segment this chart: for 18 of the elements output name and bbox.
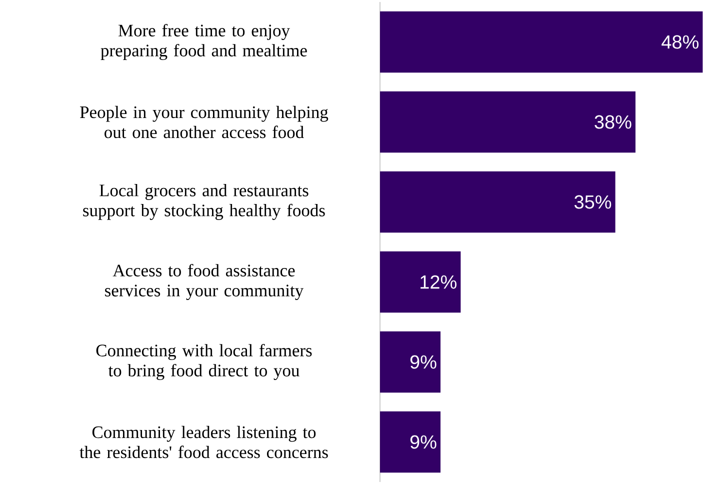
bar — [380, 91, 636, 153]
y-tick-label: Access to food assistance services in your community — [105, 264, 304, 300]
y-tick-label: More free time to enjoy preparing food and mealtime — [100, 24, 307, 60]
bar — [380, 11, 703, 73]
bar — [380, 171, 616, 233]
data-label: 9% — [410, 355, 436, 369]
data-label: 35% — [574, 195, 612, 209]
data-label: 12% — [420, 275, 456, 289]
y-tick-label: Local grocers and restaurants support by stocking healthy foods — [83, 184, 325, 220]
data-label: 38% — [594, 115, 632, 129]
bar — [380, 411, 441, 473]
bar — [380, 251, 461, 313]
data-label: 48% — [662, 35, 699, 49]
y-tick-label: People in your community helping out one another access food — [80, 106, 328, 138]
data-label: 9% — [410, 435, 436, 449]
bar — [380, 331, 441, 393]
y-tick-label: Connecting with local farmers to bring food direct to you — [96, 344, 312, 380]
y-tick-label: Community leaders listening to the residents' food access concerns — [80, 426, 328, 458]
